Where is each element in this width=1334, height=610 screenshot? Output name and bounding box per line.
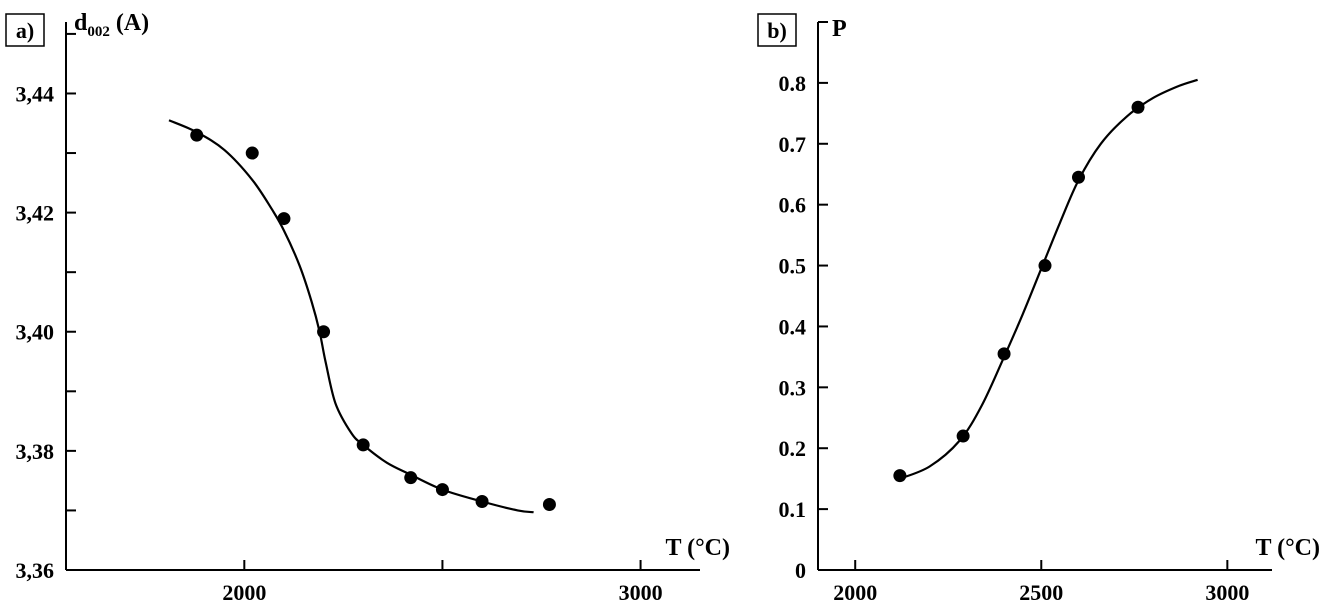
x-tick-label: 2500 — [1019, 580, 1063, 605]
panel-a-label-box — [5, 13, 45, 47]
data-point — [245, 146, 259, 160]
panel-a-axes — [65, 22, 700, 571]
panel-b-axes — [817, 22, 1272, 571]
panel-b-ylabel: P — [832, 16, 847, 42]
data-point — [277, 212, 291, 226]
y-tick-label: 0.4 — [779, 314, 807, 339]
panel-b: b) P T (°C) 0 0.1 0.2 0.3 0.4 0.5 0.6 0.7 0.8 200… — [757, 13, 1321, 605]
x-tick-label: 3000 — [1205, 580, 1249, 605]
panel-a-points — [190, 128, 556, 511]
y-tick-label: 0.3 — [779, 375, 807, 400]
data-point — [542, 497, 556, 511]
panel-b-curves — [899, 78, 1198, 480]
data-point — [435, 483, 449, 497]
data-point — [1071, 170, 1085, 184]
panel-a-label: a) — [16, 18, 34, 43]
y-tick-label: 0.7 — [779, 132, 807, 157]
y-tick-label: 3,42 — [16, 201, 55, 226]
data-point — [893, 469, 907, 483]
y-tick-label: 3,38 — [16, 439, 55, 464]
x-tick-label: 2000 — [833, 580, 877, 605]
y-tick-label: 0.5 — [779, 254, 807, 279]
panel-b-xlabel: T (°C) — [1256, 535, 1321, 561]
y-tick-label: 0.1 — [779, 497, 807, 522]
y-tick-label: 3,44 — [16, 81, 55, 106]
fit-curve — [899, 78, 1198, 480]
panel-b-points — [893, 100, 1145, 483]
x-tick-label: 2000 — [222, 580, 266, 605]
data-point — [356, 438, 370, 452]
panel-a: a) d002 (A) T (°C) 3,36 3,38 3,40 3,42 3,44 20… — [5, 10, 731, 605]
data-point — [475, 495, 489, 508]
y-tick-label: 0 — [795, 558, 806, 583]
y-tick-label: 0.8 — [779, 71, 807, 96]
panel-b-label: b) — [767, 18, 787, 43]
panel-a-curves — [168, 119, 534, 514]
panel-b-label-box — [757, 13, 797, 47]
panel-b-ticks: 0 0.1 0.2 0.3 0.4 0.5 0.6 0.7 0.8 2000 2500 3000 — [779, 21, 1249, 605]
data-point — [317, 325, 331, 339]
x-tick-label: 3000 — [619, 580, 663, 605]
data-point — [1038, 259, 1052, 273]
data-point — [956, 429, 970, 443]
data-point — [997, 347, 1011, 361]
panel-a-xlabel: T (°C) — [666, 535, 731, 561]
y-tick-label: 3,40 — [16, 320, 55, 345]
y-tick-label: 3,36 — [16, 558, 55, 583]
data-point — [1131, 100, 1145, 114]
y-tick-label: 0.6 — [779, 193, 807, 218]
panel-a-ticks: 3,36 3,38 3,40 3,42 3,44 2000 3000 — [16, 32, 663, 605]
fit-curve — [168, 119, 534, 514]
data-point — [190, 128, 204, 142]
y-tick-label: 0.2 — [779, 436, 807, 461]
panel-a-ylabel: d002 (A) — [74, 10, 149, 40]
data-point — [404, 471, 418, 485]
